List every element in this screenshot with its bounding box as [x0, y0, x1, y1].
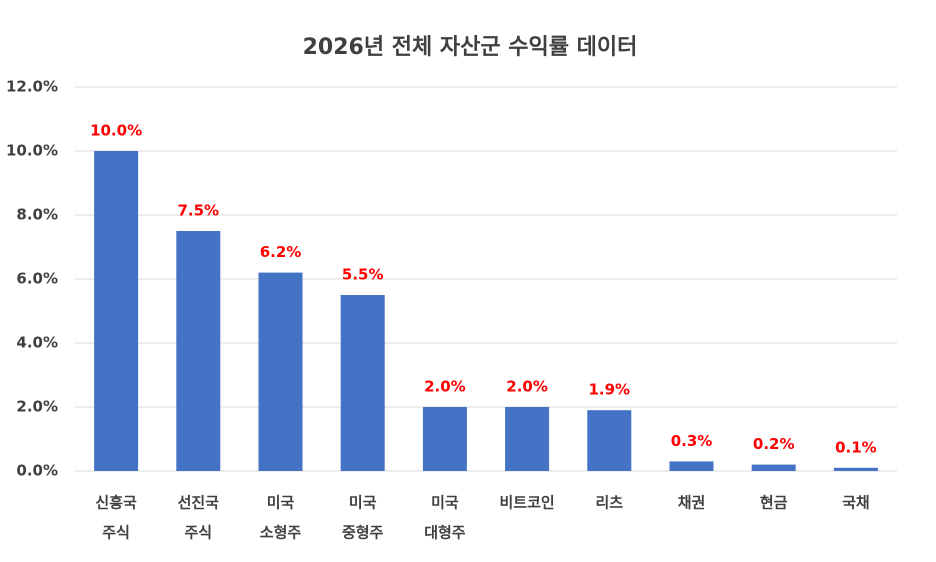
x-tick-label: 대형주: [424, 524, 466, 542]
y-tick-label: 4.0%: [16, 334, 58, 352]
x-tick-label: 미국: [431, 494, 459, 512]
y-tick-label: 8.0%: [16, 206, 58, 224]
x-tick-label: 미국: [349, 494, 377, 512]
x-tick-label: 주식: [184, 524, 212, 542]
value-label: 0.3%: [671, 432, 713, 450]
value-label: 1.9%: [588, 381, 630, 399]
x-tick-label: 주식: [102, 524, 130, 542]
x-tick-label: 리츠: [595, 494, 623, 512]
bar: [587, 410, 632, 471]
bar: [176, 231, 221, 471]
bar: [505, 407, 550, 471]
x-tick-label: 현금: [760, 494, 788, 512]
value-label: 0.2%: [753, 435, 795, 453]
value-label: 10.0%: [90, 122, 142, 140]
x-tick-label: 신흥국: [95, 494, 137, 512]
bar: [422, 407, 467, 471]
y-tick-label: 10.0%: [6, 142, 58, 160]
y-tick-label: 2.0%: [16, 398, 58, 416]
value-label: 0.1%: [835, 438, 877, 456]
bar: [669, 461, 714, 471]
value-label: 2.0%: [424, 378, 466, 396]
y-tick-label: 6.0%: [16, 270, 58, 288]
value-label: 7.5%: [177, 202, 219, 220]
y-tick-label: 0.0%: [16, 462, 58, 480]
x-tick-label: 소형주: [260, 524, 302, 542]
y-tick-label: 12.0%: [6, 78, 58, 96]
bar: [94, 151, 139, 471]
x-tick-label: 중형주: [342, 524, 384, 542]
x-tick-label: 미국: [267, 494, 295, 512]
x-tick-label: 국채: [842, 494, 870, 512]
x-tick-label: 선진국: [178, 494, 220, 512]
bar: [833, 467, 878, 471]
bar: [258, 272, 303, 471]
value-label: 2.0%: [506, 378, 548, 396]
bar: [340, 295, 385, 471]
value-label: 5.5%: [342, 266, 384, 284]
chart-title: 2026년 전체 자산군 수익률 데이터: [303, 35, 638, 60]
x-tick-label: 채권: [678, 494, 706, 512]
x-tick-label: 비트코인: [499, 494, 554, 512]
value-label: 6.2%: [260, 243, 302, 261]
bar: [751, 464, 796, 471]
